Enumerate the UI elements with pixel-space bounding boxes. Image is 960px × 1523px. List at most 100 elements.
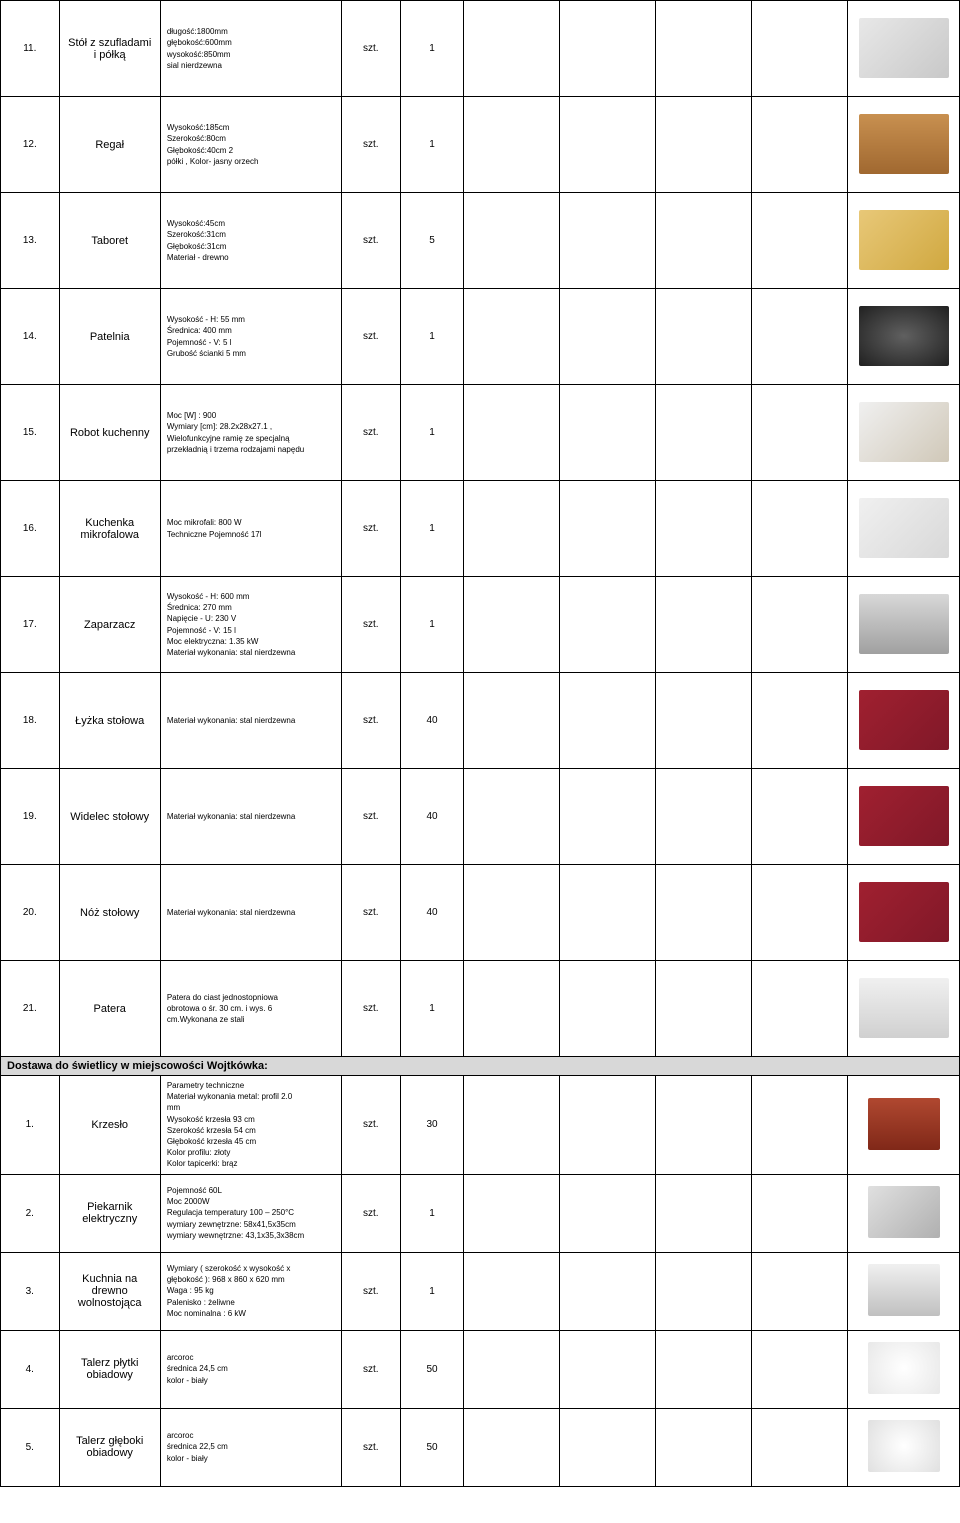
item-unit: szt. [341,1,400,97]
table-row: 20.Nóż stołowyMateriał wykonania: stal n… [1,865,960,961]
item-unit: szt. [341,97,400,193]
empty-cell [560,1174,656,1252]
empty-cell [560,673,656,769]
item-name: Robot kuchenny [59,385,160,481]
item-name: Widelec stołowy [59,769,160,865]
item-name: Piekarnik elektryczny [59,1174,160,1252]
item-qty: 1 [400,289,464,385]
table-row: 19.Widelec stołowyMateriał wykonania: st… [1,769,960,865]
item-name: Kuchnia na drewno wolnostojąca [59,1252,160,1330]
empty-cell [656,673,752,769]
item-unit: szt. [341,481,400,577]
empty-cell [752,577,848,673]
item-image [868,1342,940,1394]
empty-cell [656,1330,752,1408]
item-name: Nóż stołowy [59,865,160,961]
item-spec: Wymiary ( szerokość x wysokość x głęboko… [160,1252,341,1330]
empty-cell [656,1252,752,1330]
section-header-row: Dostawa do świetlicy w miejscowości Wojt… [1,1057,960,1076]
item-image-cell [848,961,960,1057]
item-image [859,786,949,846]
item-unit: szt. [341,289,400,385]
empty-cell [560,481,656,577]
table-row: 1.KrzesłoParametry techniczne Materiał w… [1,1076,960,1175]
empty-cell [464,961,560,1057]
empty-cell [560,1076,656,1175]
item-name: Taboret [59,193,160,289]
item-image [859,306,949,366]
table-row: 5.Talerz głęboki obiadowyarcoroc średnic… [1,1408,960,1486]
row-number: 20. [1,865,60,961]
empty-cell [464,577,560,673]
table-row: 17.ZaparzaczWysokość - H: 600 mm Średnic… [1,577,960,673]
item-unit: szt. [341,1252,400,1330]
item-spec: Moc [W] : 900 Wymiary [cm]: 28.2x28x27.1… [160,385,341,481]
empty-cell [656,289,752,385]
empty-cell [752,1076,848,1175]
table-row: 3.Kuchnia na drewno wolnostojącaWymiary … [1,1252,960,1330]
empty-cell [464,1,560,97]
item-image-cell [848,1174,960,1252]
row-number: 13. [1,193,60,289]
empty-cell [560,1252,656,1330]
row-number: 5. [1,1408,60,1486]
item-unit: szt. [341,193,400,289]
item-unit: szt. [341,1408,400,1486]
row-number: 4. [1,1330,60,1408]
item-image [859,402,949,462]
row-number: 19. [1,769,60,865]
empty-cell [560,1408,656,1486]
empty-cell [464,1408,560,1486]
empty-cell [560,577,656,673]
row-number: 14. [1,289,60,385]
item-unit: szt. [341,769,400,865]
item-unit: szt. [341,961,400,1057]
item-image [859,978,949,1038]
item-image [859,594,949,654]
empty-cell [656,1,752,97]
item-name: Stół z szufladami i półką [59,1,160,97]
item-qty: 1 [400,1252,464,1330]
item-image [859,114,949,174]
item-image [859,498,949,558]
item-qty: 50 [400,1330,464,1408]
item-spec: Wysokość - H: 55 mm Średnica: 400 mm Poj… [160,289,341,385]
item-spec: arcoroc średnica 22,5 cm kolor - biały [160,1408,341,1486]
empty-cell [560,865,656,961]
empty-cell [464,673,560,769]
item-qty: 1 [400,1174,464,1252]
row-number: 15. [1,385,60,481]
empty-cell [752,1408,848,1486]
empty-cell [752,97,848,193]
item-unit: szt. [341,385,400,481]
item-qty: 1 [400,961,464,1057]
item-image-cell [848,1330,960,1408]
empty-cell [464,865,560,961]
row-number: 3. [1,1252,60,1330]
empty-cell [560,193,656,289]
empty-cell [464,1252,560,1330]
empty-cell [752,385,848,481]
empty-cell [656,385,752,481]
item-unit: szt. [341,865,400,961]
item-spec: Materiał wykonania: stal nierdzewna [160,865,341,961]
item-image [859,210,949,270]
item-name: Zaparzacz [59,577,160,673]
empty-cell [464,193,560,289]
empty-cell [464,97,560,193]
empty-cell [560,961,656,1057]
row-number: 2. [1,1174,60,1252]
item-spec: Wysokość - H: 600 mm Średnica: 270 mm Na… [160,577,341,673]
row-number: 16. [1,481,60,577]
item-qty: 1 [400,97,464,193]
empty-cell [464,1076,560,1175]
table-row: 13.TaboretWysokość:45cm Szerokość:31cm G… [1,193,960,289]
item-unit: szt. [341,1174,400,1252]
row-number: 11. [1,1,60,97]
empty-cell [752,1,848,97]
item-spec: Materiał wykonania: stal nierdzewna [160,673,341,769]
item-name: Talerz płytki obiadowy [59,1330,160,1408]
empty-cell [656,97,752,193]
empty-cell [560,1,656,97]
table-row: 15.Robot kuchennyMoc [W] : 900 Wymiary [… [1,385,960,481]
